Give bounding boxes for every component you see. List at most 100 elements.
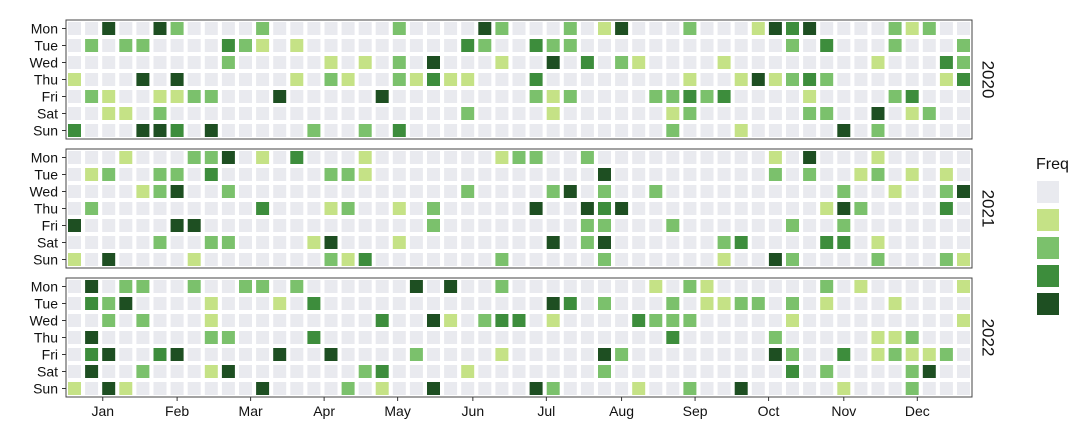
heat-cell (649, 280, 663, 293)
heat-cell (854, 73, 868, 86)
month-label: Jun (462, 403, 485, 419)
heat-cell (751, 39, 765, 52)
heat-cell (239, 253, 252, 266)
heat-cell (187, 202, 201, 215)
heat-cell (136, 382, 150, 395)
heat-cell (444, 314, 458, 327)
heat-cell (922, 382, 936, 395)
heat-cell (290, 280, 304, 293)
heat-cell (239, 124, 252, 137)
heat-cell (871, 348, 885, 361)
heat-cell (204, 348, 218, 361)
heat-cell (905, 151, 919, 164)
heat-cell (854, 314, 868, 327)
heat-cell (905, 185, 919, 198)
heat-cell (444, 253, 458, 266)
heat-cell (495, 253, 509, 266)
heat-cell (341, 151, 355, 164)
heat-cell (427, 56, 440, 69)
heat-cell (427, 90, 440, 103)
heat-cell (837, 39, 851, 52)
heat-cell (273, 151, 287, 164)
heat-cell (854, 253, 868, 266)
heat-cell (632, 331, 646, 344)
heat-cell (239, 219, 252, 232)
heat-cell (837, 124, 851, 137)
heat-cell (495, 73, 509, 86)
heat-cell (478, 168, 492, 181)
heat-cell (495, 280, 509, 293)
heat-cell (495, 331, 509, 344)
heat-cell (615, 365, 629, 378)
heat-cell (563, 314, 577, 327)
heat-cell (666, 219, 680, 232)
heat-cell (136, 73, 150, 86)
heat-cell (444, 56, 458, 69)
heat-cell (563, 107, 577, 120)
heat-cell (529, 365, 543, 378)
weekday-label: Thu (34, 72, 58, 88)
heat-cell (324, 22, 338, 35)
heat-cell (392, 382, 406, 395)
heat-cell (136, 348, 150, 361)
heat-cell (768, 73, 782, 86)
heat-cell (256, 151, 270, 164)
heat-cell (803, 297, 817, 310)
heat-cell (85, 348, 99, 361)
heat-cell (905, 331, 919, 344)
heat-cell (580, 297, 594, 310)
heat-cell (905, 39, 919, 52)
heat-cell (905, 90, 919, 103)
heat-cell (871, 297, 885, 310)
heat-cell (768, 297, 782, 310)
heat-cell (512, 73, 526, 86)
heat-cell (392, 297, 406, 310)
heat-cell (495, 382, 509, 395)
heat-cell (546, 168, 560, 181)
heat-cell (837, 297, 851, 310)
heat-cell (717, 202, 731, 215)
heat-cell (204, 331, 218, 344)
heat-cell (768, 219, 782, 232)
heat-cell (478, 236, 492, 249)
heat-cell (358, 365, 372, 378)
heat-cell (187, 348, 201, 361)
heat-cell (409, 348, 423, 361)
heat-cell (922, 365, 936, 378)
heat-cell (444, 236, 458, 249)
heat-cell (290, 168, 304, 181)
heat-cell (649, 107, 663, 120)
heat-cell (632, 202, 646, 215)
heat-cell (119, 185, 133, 198)
heat-cell (256, 73, 270, 86)
heat-cell (598, 297, 611, 310)
heat-cell (529, 107, 543, 120)
heat-cell (888, 253, 902, 266)
heat-cell (187, 297, 201, 310)
heat-cell (444, 219, 458, 232)
heat-cell (187, 56, 201, 69)
heat-cell (700, 39, 714, 52)
heat-cell (888, 151, 902, 164)
heat-cell (922, 124, 936, 137)
heat-cell (102, 185, 116, 198)
heat-cell (273, 382, 287, 395)
heat-cell (102, 314, 116, 327)
heat-cell (905, 297, 919, 310)
heat-cell (341, 56, 355, 69)
heat-cell (888, 236, 902, 249)
heat-cell (615, 39, 629, 52)
heat-cell (632, 280, 646, 293)
heat-cell (358, 107, 372, 120)
heat-cell (256, 253, 270, 266)
heat-cell (239, 348, 252, 361)
heat-cell (478, 90, 492, 103)
heat-cell (187, 151, 201, 164)
heat-cell (717, 348, 731, 361)
heat-cell (939, 331, 953, 344)
heat-cell (734, 331, 748, 344)
heat-cell (204, 202, 218, 215)
heat-cell (444, 331, 458, 344)
month-label: Nov (831, 403, 856, 419)
heat-cell (478, 39, 492, 52)
